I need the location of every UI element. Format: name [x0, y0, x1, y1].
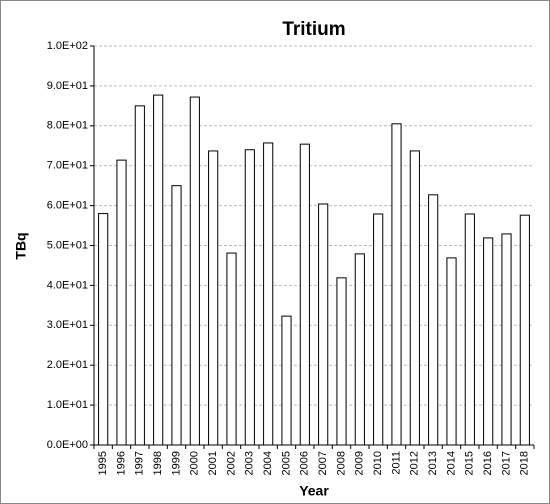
x-tick-label: 2005	[280, 451, 292, 475]
bar	[446, 257, 457, 446]
bar	[354, 253, 365, 446]
x-tick-label: 2017	[500, 451, 512, 475]
x-tick-label: 2011	[390, 451, 402, 475]
y-tick-label: 1.0E+02	[47, 40, 88, 52]
x-tick-label: 2016	[482, 451, 494, 475]
bar	[483, 237, 494, 446]
y-tick-label: 1.0E+01	[47, 399, 88, 411]
y-tick-label: 6.0E+01	[47, 200, 88, 212]
bar	[134, 105, 145, 446]
x-tick-label: 1997	[134, 451, 146, 475]
x-tick-label: 2009	[354, 451, 366, 475]
x-tick-label: 2004	[262, 451, 274, 475]
bar	[208, 150, 219, 446]
bar	[501, 233, 512, 446]
bar	[373, 213, 384, 446]
y-tick-label: 4.0E+01	[47, 279, 88, 291]
x-tick-label: 2015	[464, 451, 476, 475]
x-tick-label: 2010	[372, 451, 384, 475]
x-tick-label: 2013	[427, 451, 439, 475]
bar	[153, 94, 164, 446]
bar	[281, 315, 292, 446]
x-tick-label: 2002	[225, 451, 237, 475]
bar	[171, 185, 182, 446]
x-tick-label: 1996	[115, 451, 127, 475]
bar	[263, 142, 274, 446]
x-tick-label: 2008	[335, 451, 347, 475]
y-tick-label: 2.0E+01	[47, 359, 88, 371]
bar	[226, 252, 237, 446]
y-tick-label: 9.0E+01	[47, 80, 88, 92]
x-axis-title: Year	[299, 483, 329, 499]
bar	[299, 143, 310, 446]
x-tick-label: 2000	[189, 451, 201, 475]
y-tick-label: 7.0E+01	[47, 160, 88, 172]
bar	[98, 213, 109, 446]
bar	[116, 159, 127, 446]
y-tick-label: 5.0E+01	[47, 239, 88, 251]
x-tick-label: 2007	[317, 451, 329, 475]
y-tick-label: 0.0E+00	[47, 439, 88, 451]
bar	[244, 149, 255, 446]
bar	[519, 214, 530, 446]
bar	[336, 277, 347, 446]
x-tick-label: 1999	[170, 451, 182, 475]
bar	[409, 150, 420, 446]
x-tick-label: 2012	[409, 451, 421, 475]
x-tick-label: 1998	[152, 451, 164, 475]
bar	[318, 203, 329, 446]
y-tick-label: 3.0E+01	[47, 319, 88, 331]
chart-title: Tritium	[282, 19, 345, 40]
x-tick-label: 2003	[244, 451, 256, 475]
bar	[428, 194, 439, 446]
x-tick-label: 2001	[207, 451, 219, 475]
x-tick-label: 2006	[299, 451, 311, 475]
x-tick-label: 1995	[97, 451, 109, 475]
y-tick-label: 8.0E+01	[47, 120, 88, 132]
y-axis-title: TBq	[13, 232, 29, 259]
x-tick-label: 2018	[519, 451, 531, 475]
bar	[391, 123, 402, 446]
bar	[464, 213, 475, 446]
x-tick-label: 2014	[445, 451, 457, 475]
bar	[189, 96, 200, 446]
